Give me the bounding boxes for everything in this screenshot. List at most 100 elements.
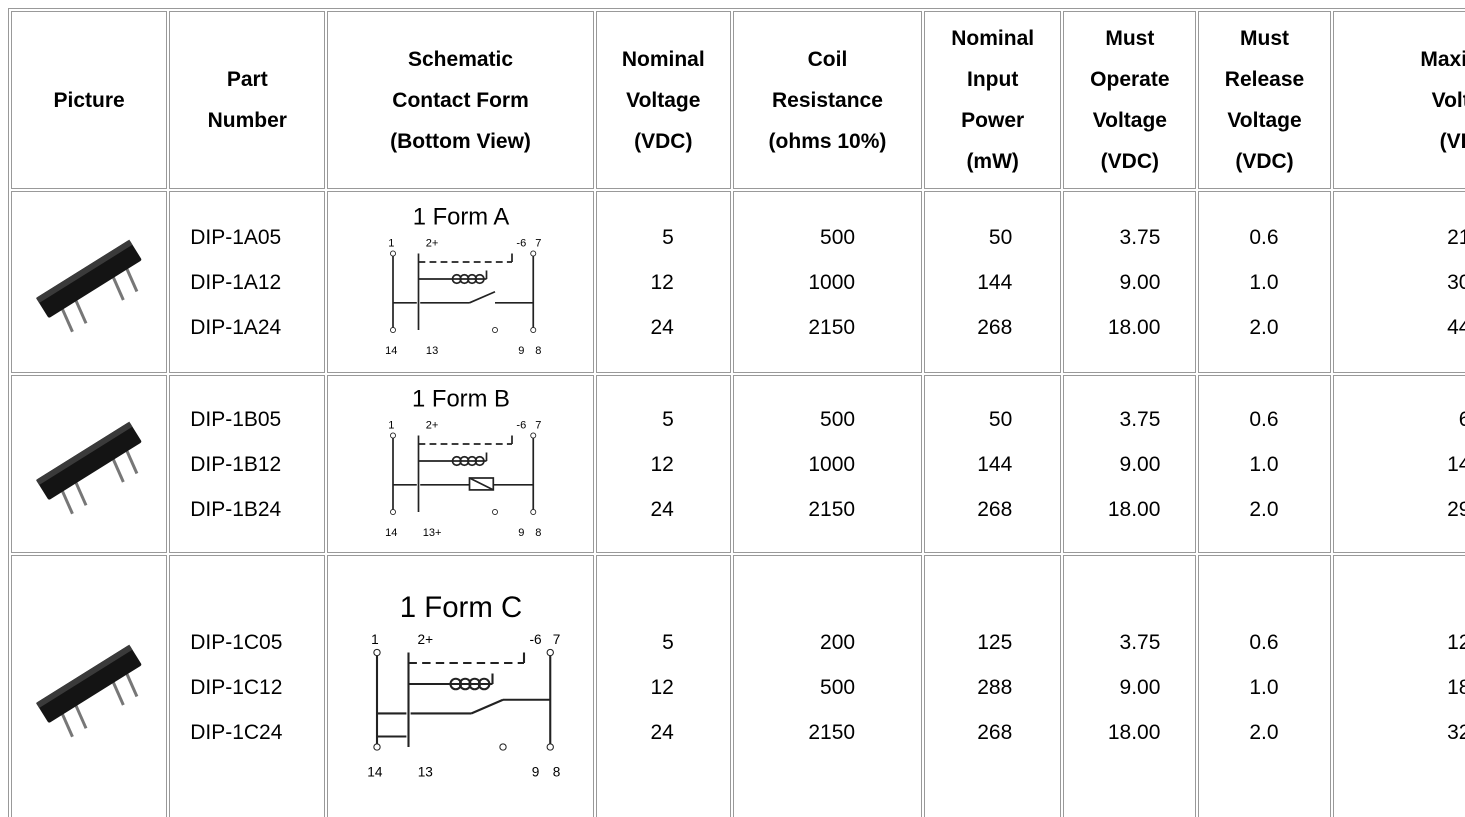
cell-value: 268 [977,315,1013,339]
schematic-cell: 1 Form A 1 2+ -6 7 14 13 9 8 [327,191,594,373]
coil-resistance-cell: 500 1000 2150 [732,191,923,373]
relay-top [36,421,133,486]
pin-label: 9 [518,527,524,539]
cell-value: 12 [650,452,674,476]
cell-value: 14.5 [1447,452,1465,476]
input-power-cell: 50 144 268 [924,375,1062,553]
header-line: (ohms 10%) [768,129,887,153]
relay-body [36,421,142,515]
cell-value: 2.0 [1249,497,1279,521]
cell-value: 12.0 [1447,630,1465,654]
header-line: Nominal [951,27,1035,50]
header-line: Coil [807,47,848,71]
header-line: Release [1224,68,1305,91]
cell-value: 1.0 [1249,675,1279,699]
cell-value: 144 [977,270,1013,294]
part-cell: DIP-1B05 DIP-1B12 DIP-1B24 [169,375,326,553]
pin-label: 14 [385,527,397,539]
cell-value: 3.75 [1119,407,1161,431]
pin-label: 13+ [422,527,441,539]
relay-leg [110,455,125,483]
pin-label: 8 [552,764,560,779]
header-cell: Nominal Voltage (VDC) [595,11,731,189]
schematic: 1 Form A 1 2+ -6 7 14 13 9 8 [385,204,541,357]
cell-value: 1000 [808,270,856,294]
maximum-voltage-cell: 6.0 14.5 29.0 [1332,375,1465,553]
cell-value: 12 [650,270,674,294]
cell-value: 5 [662,407,674,431]
pin [546,743,554,751]
header-line: Voltage [1431,88,1465,112]
relay-body [36,239,142,333]
schematic-title: 1 Form C [399,591,521,624]
header-line: (VDC) [1439,129,1465,153]
pin-label: 7 [552,632,560,647]
pin [529,250,536,257]
cell-value: 2150 [808,497,856,521]
header-cell: Nominal Input Power (mW) [924,11,1062,189]
must-operate-cell: 3.75 9.00 18.00 [1063,375,1197,553]
pin-label: -6 [516,238,526,250]
relay-leg [73,296,88,324]
cell-value: 18.00 [1107,720,1161,744]
cell-value: 18.0 [1447,675,1465,699]
cell-value: 125 [977,630,1013,654]
cell-value: 3.75 [1119,630,1161,654]
header-line: Schematic [408,47,514,71]
pin [389,327,396,333]
picture-cell [11,555,168,817]
pin-label: 9 [518,345,524,357]
coil-resistance-cell: 500 1000 2150 [732,375,923,553]
schematic-cell: 1 Form B 1 2+ -6 7 14 13+ 9 8 [327,375,594,553]
pin [529,509,536,515]
header-line: Nominal [621,47,705,71]
relay-leg [73,478,88,506]
relay-case [36,422,142,500]
must-release-cell: 0.6 1.0 2.0 [1198,555,1331,817]
cell-value: 500 [820,225,856,249]
must-operate-cell: 3.75 9.00 18.00 [1063,191,1197,373]
cell-value: 18.00 [1107,315,1161,339]
relay-case [36,645,142,723]
cell-value: 3.75 [1119,225,1161,249]
header-line: Input [967,68,1019,91]
relay-leg [110,273,125,301]
cell-value: 2150 [808,315,856,339]
part-number: DIP-1B05 [190,407,282,431]
cell-value: 9.00 [1119,270,1161,294]
schematic-line [468,477,494,491]
cell-value: 24 [650,497,674,521]
header-line: Operate [1090,68,1170,91]
cell-value: 12 [650,675,674,699]
relay-leg [124,265,139,293]
pin-label: 7 [535,238,541,250]
pin-label: 14 [367,764,383,779]
pin [491,327,498,333]
cell-value: 2.0 [1249,315,1279,339]
pin-label: 8 [535,345,541,357]
pin [372,648,381,657]
header-line: Part [226,68,268,91]
cell-value: 200 [820,630,856,654]
cell-value: 50 [988,225,1013,249]
pin [546,648,554,657]
header-line: Voltage [626,88,701,112]
part-cell: DIP-1A05 DIP-1A12 DIP-1A24 [169,191,326,373]
header-row: Picture Part Number Schematic Contact Form (B… [11,11,1465,189]
pin-label: 8 [535,527,541,539]
schematic-line [470,698,503,715]
maximum-voltage-cell: 12.0 18.0 32.0 [1332,555,1465,817]
cell-value: 0.6 [1249,630,1279,654]
relay-picture [36,644,142,738]
cell-value: 268 [977,497,1013,521]
cell-value: 29.0 [1447,497,1465,521]
header-cell: Maximum Voltage (VDC) [1332,11,1465,189]
nominal-voltage-cell: 5 12 24 [595,375,731,553]
pin-label: 9 [531,764,539,779]
nominal-voltage-cell: 5 12 24 [595,555,731,817]
cell-value: 30.0 [1447,270,1465,294]
cell-value: 1.0 [1249,452,1279,476]
header-line: (mW) [966,150,1019,173]
maximum-voltage-cell: 21.0 30.0 44.0 [1332,191,1465,373]
pin [389,509,396,515]
